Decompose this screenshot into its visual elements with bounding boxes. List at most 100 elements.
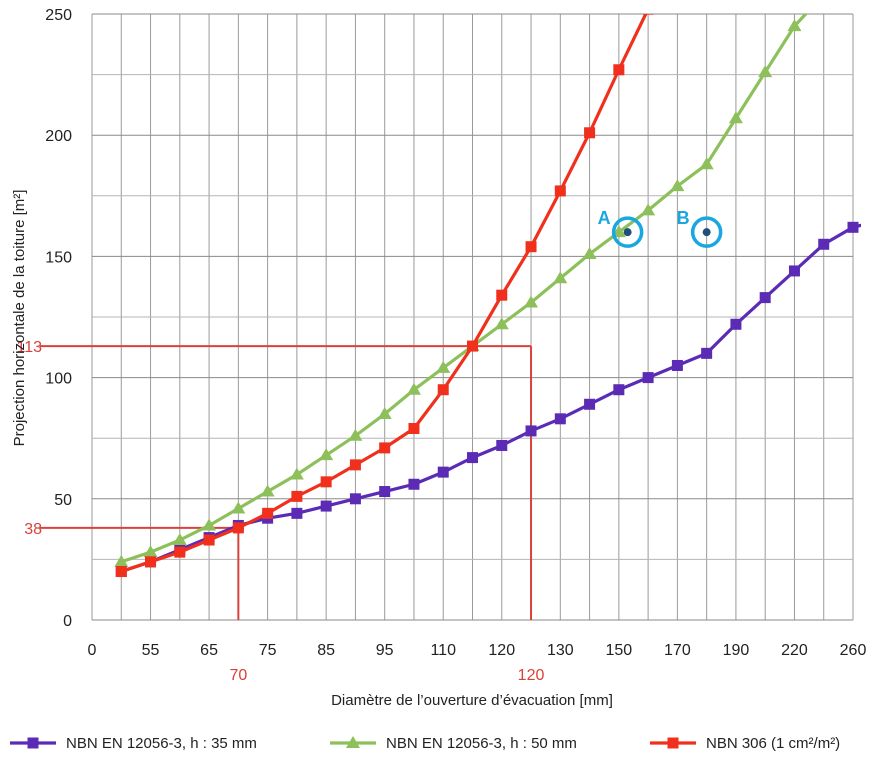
data-point (202, 518, 217, 531)
legend-label: NBN EN 12056-3, h : 35 mm (66, 735, 257, 752)
data-point (408, 478, 420, 490)
x-tick-label: 190 (723, 642, 750, 659)
data-point (319, 448, 334, 461)
series-layer (114, 14, 887, 578)
legend-marker (346, 736, 360, 748)
data-point (642, 372, 654, 384)
data-point (437, 384, 449, 396)
data-point (377, 406, 392, 419)
data-point (613, 384, 625, 396)
data-point (554, 185, 566, 197)
data-point (788, 265, 800, 277)
y-tick-label: 0 (63, 613, 72, 630)
data-point (496, 439, 508, 451)
data-point (818, 238, 830, 250)
data-point (584, 398, 596, 410)
x-tick-label: 55 (142, 642, 160, 659)
y-tick-label: 150 (45, 249, 72, 266)
y-reference-label: 113 (16, 339, 42, 356)
data-point (613, 64, 625, 76)
data-point (758, 65, 773, 78)
data-point (348, 428, 363, 441)
x-reference-label: 70 (229, 667, 247, 684)
data-point (289, 467, 304, 480)
data-point (554, 413, 566, 425)
data-point (349, 493, 361, 505)
data-point (584, 127, 596, 139)
x-tick-label: 120 (488, 642, 515, 659)
data-point (877, 215, 887, 226)
data-point (203, 534, 215, 546)
annotation-circle (611, 216, 644, 248)
x-reference-label: 120 (518, 667, 545, 684)
data-point (699, 157, 714, 170)
data-point (174, 546, 186, 558)
data-point (787, 19, 802, 32)
legend-marker (667, 737, 679, 749)
data-point (641, 203, 656, 216)
data-point (145, 556, 157, 568)
annotation-dot (623, 228, 632, 237)
y-tick-label: 50 (54, 492, 72, 509)
data-point (172, 533, 187, 546)
data-point (582, 246, 597, 259)
data-point (436, 360, 451, 373)
data-point (408, 423, 420, 435)
data-point (232, 522, 244, 534)
x-tick-label: 0 (88, 642, 97, 659)
data-point (291, 490, 303, 502)
data-point (114, 554, 129, 567)
annotation-circle (690, 216, 723, 248)
grid (91, 13, 854, 621)
series-2 (114, 14, 808, 567)
x-tick-label: 110 (430, 642, 456, 659)
series-3 (115, 14, 654, 578)
y-tick-label: 100 (45, 371, 72, 388)
legend-label: NBN EN 12056-3, h : 50 mm (386, 735, 577, 752)
x-tick-label: 65 (200, 642, 218, 659)
data-point (701, 347, 713, 359)
x-tick-label: 95 (376, 642, 394, 659)
data-point (525, 425, 537, 437)
data-point (467, 340, 478, 352)
data-point (349, 459, 361, 471)
data-point (671, 359, 683, 371)
data-point (553, 271, 568, 284)
annotation-dot (702, 228, 711, 237)
y-reference-label: 38 (24, 521, 42, 538)
series-line (120, 14, 808, 564)
x-tick-label: 260 (840, 642, 867, 659)
data-point (642, 14, 654, 15)
data-point (115, 566, 127, 578)
x-tick-label: 85 (317, 642, 335, 659)
legend-marker (27, 737, 39, 749)
x-tick-label: 150 (605, 642, 632, 659)
y-tick-label: 250 (45, 7, 72, 24)
data-point (143, 545, 158, 558)
annotations: ABC (598, 208, 723, 248)
data-point (437, 466, 449, 478)
data-point (670, 179, 685, 192)
y-axis-title: Projection horizontale de la toiture [m²… (11, 190, 28, 447)
data-point (262, 507, 274, 519)
data-point (494, 317, 509, 330)
x-tick-label: 130 (547, 642, 574, 659)
data-point (379, 442, 391, 454)
data-point (496, 289, 508, 301)
data-point (379, 486, 391, 498)
data-point (467, 452, 478, 464)
x-tick-label: 220 (781, 642, 808, 659)
data-point (231, 501, 246, 514)
data-point (730, 318, 742, 330)
x-axis-title: Diamètre de l’ouverture d’évacuation [mm… (331, 692, 613, 709)
series-line (120, 223, 861, 574)
data-point (524, 295, 539, 308)
x-tick-label: 170 (664, 642, 691, 659)
annotation-label: B (677, 208, 690, 228)
data-point (759, 292, 771, 304)
data-point (728, 111, 743, 124)
data-point (847, 221, 859, 233)
reference-lines (40, 345, 533, 620)
